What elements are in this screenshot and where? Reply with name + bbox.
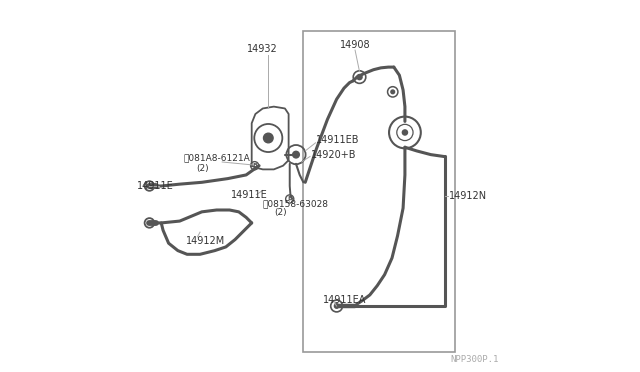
Text: NPP300P.1: NPP300P.1 [451,355,499,364]
Circle shape [391,90,395,94]
Text: B: B [252,163,257,168]
Text: 14911E: 14911E [136,181,173,191]
Text: 14932: 14932 [248,44,278,54]
Circle shape [292,151,300,158]
Text: Ⓑ08158-63028: Ⓑ08158-63028 [263,199,329,208]
Text: 14911E: 14911E [230,190,268,200]
Bar [303,31,455,352]
Text: 14912N: 14912N [449,191,486,201]
Circle shape [403,130,408,135]
Text: 14911EB: 14911EB [316,135,360,145]
Text: 14920+B: 14920+B [311,150,356,160]
Text: B: B [287,196,292,201]
Circle shape [334,304,339,308]
Text: Ⓑ081A8-6121A: Ⓑ081A8-6121A [184,154,250,163]
Text: (2): (2) [274,208,287,217]
Circle shape [264,133,273,143]
Text: 14911EA: 14911EA [323,295,366,305]
Text: 14912M: 14912M [186,235,225,246]
Text: (2): (2) [196,164,209,173]
Circle shape [357,74,362,80]
Text: 14908: 14908 [340,40,371,50]
